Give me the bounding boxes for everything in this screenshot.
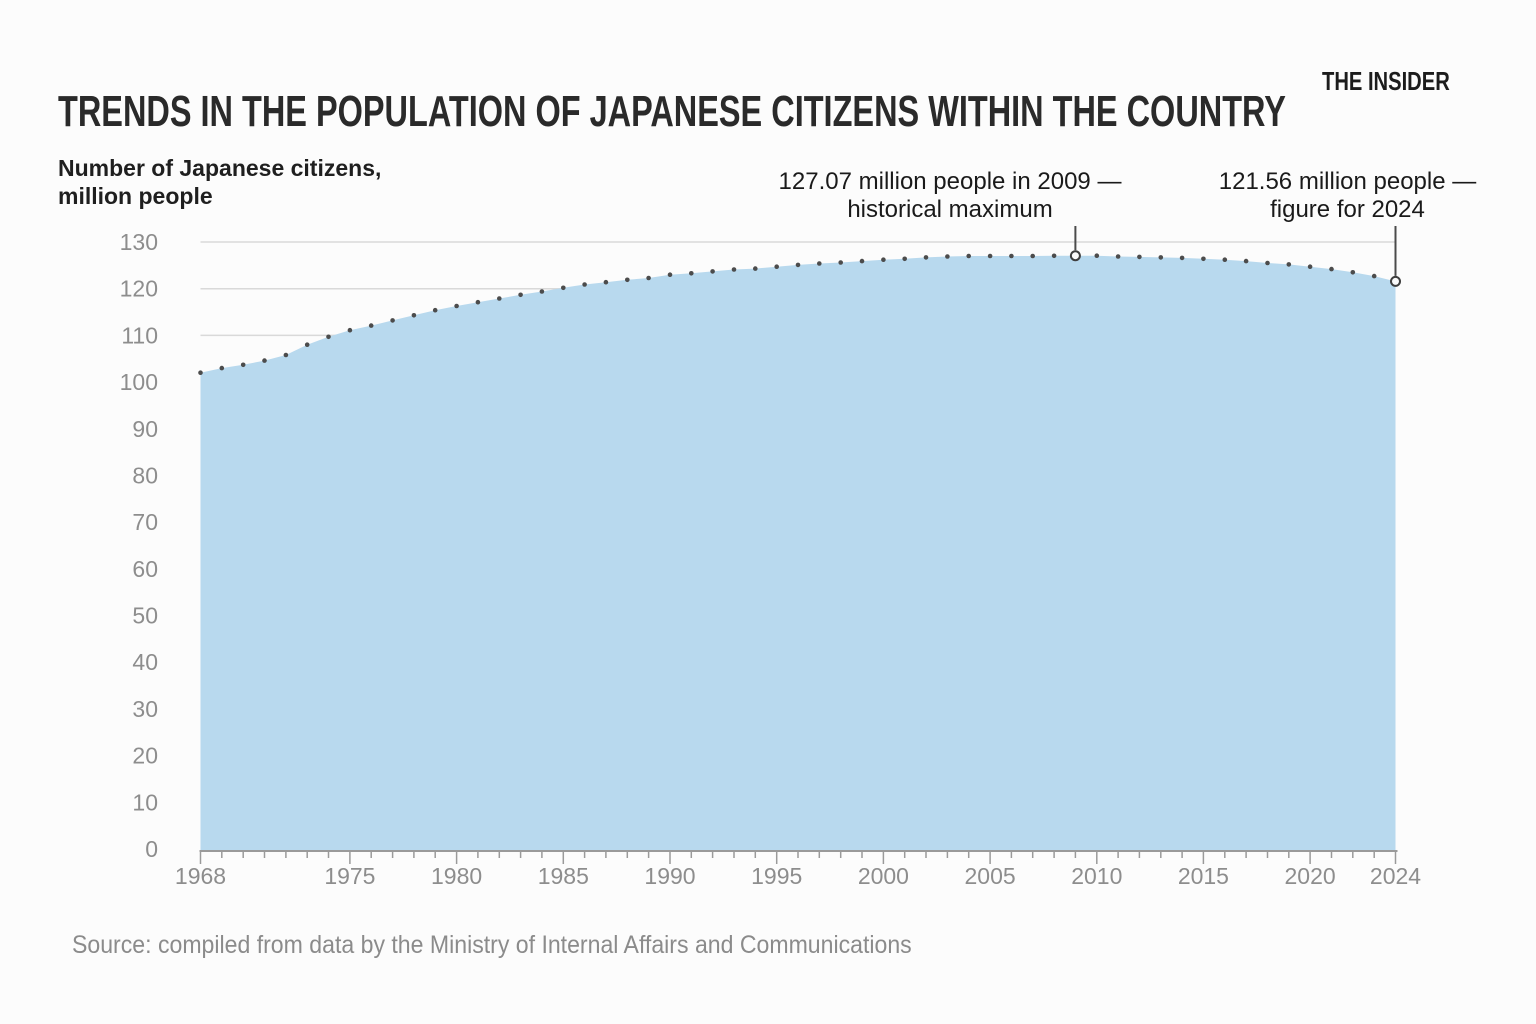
data-dot-2000	[881, 257, 886, 263]
data-dot-1974	[326, 334, 331, 340]
data-dot-1970	[240, 362, 246, 368]
y-tick-label-130: 130	[120, 229, 158, 255]
data-dot-2013	[1158, 255, 1164, 260]
x-tick-label-1975: 1975	[324, 863, 375, 889]
area-series	[200, 255, 1396, 850]
data-dot-1978	[411, 313, 417, 318]
data-dot-1990	[667, 272, 673, 278]
source-note: Source: compiled from data by the Minist…	[72, 931, 912, 959]
data-dot-2020	[1307, 264, 1313, 270]
annotation-2009-maximum: 127.07 million people in 2009 — historic…	[760, 168, 1140, 224]
data-dot-1979	[432, 307, 438, 313]
data-dot-1986	[582, 282, 587, 287]
y-tick-label-0: 0	[145, 836, 158, 862]
y-tick-label-110: 110	[121, 322, 158, 348]
data-dot-2001	[902, 256, 907, 262]
data-dot-1976	[368, 323, 374, 328]
brand-logo: THE INSIDER	[1322, 66, 1450, 96]
data-dot-2019	[1286, 262, 1292, 267]
annotation-2024-line2: figure for 2024	[1270, 196, 1425, 223]
annotation-2024-figure: 121.56 million people — figure for 2024	[1195, 168, 1500, 224]
data-dot-1968	[198, 370, 203, 376]
x-tick-label-2000: 2000	[858, 863, 909, 889]
y-tick-label-10: 10	[132, 789, 158, 815]
marker-ring-2009	[1069, 250, 1081, 262]
data-dot-2003	[945, 254, 950, 259]
x-tick-label-1985: 1985	[538, 863, 589, 889]
y-axis-title-line1: Number of Japanese citizens,	[58, 155, 382, 181]
x-tick-label-1990: 1990	[644, 863, 695, 889]
data-dot-1994	[753, 266, 758, 271]
data-dot-1997	[817, 261, 822, 266]
annotation-2009-line1: 127.07 million people in 2009 —	[778, 168, 1122, 195]
y-tick-label-60: 60	[132, 556, 158, 582]
y-tick-label-70: 70	[132, 509, 158, 535]
data-dot-1981	[475, 299, 481, 305]
x-tick-label-1968: 1968	[175, 863, 226, 889]
data-dot-2011	[1115, 254, 1121, 259]
x-tick-label-1995: 1995	[751, 863, 802, 889]
data-dot-1992	[710, 269, 715, 274]
data-dot-1980	[454, 303, 459, 309]
annotation-2024-line1: 121.56 million people —	[1218, 168, 1477, 195]
x-tick-label-2015: 2015	[1178, 863, 1229, 889]
data-dot-2022	[1350, 270, 1356, 275]
x-tick-label-2005: 2005	[965, 863, 1016, 889]
data-dot-2015	[1201, 256, 1206, 262]
y-tick-label-40: 40	[132, 649, 158, 675]
data-dot-1975	[347, 327, 353, 333]
y-tick-label-90: 90	[132, 416, 158, 442]
data-dot-1971	[262, 358, 267, 363]
data-dot-2008	[1051, 253, 1057, 259]
y-tick-label-100: 100	[120, 369, 158, 395]
data-dot-1991	[689, 271, 694, 276]
y-axis-title-line2: million people	[58, 183, 213, 209]
data-dot-2016	[1222, 257, 1228, 263]
data-dot-2006	[1009, 253, 1014, 259]
data-dot-1977	[390, 318, 395, 323]
x-tick-label-2020: 2020	[1285, 863, 1336, 889]
data-dot-1982	[497, 296, 502, 301]
data-dot-1984	[539, 289, 545, 294]
data-dot-1988	[625, 277, 630, 283]
data-dot-1999	[859, 258, 865, 264]
x-tick-label-2010: 2010	[1071, 863, 1122, 889]
data-dot-2010	[1094, 253, 1100, 258]
data-dot-1972	[283, 352, 289, 358]
marker-ring-2024	[1390, 275, 1401, 287]
y-tick-label-50: 50	[132, 603, 158, 629]
y-tick-label-80: 80	[132, 463, 158, 489]
data-dot-1998	[838, 260, 843, 265]
data-dot-2018	[1265, 260, 1270, 266]
data-dot-2014	[1179, 255, 1185, 261]
data-dot-1983	[518, 292, 523, 298]
x-tick-label-1980: 1980	[431, 863, 482, 889]
y-tick-label-20: 20	[132, 743, 158, 769]
data-dot-1973	[304, 342, 310, 348]
annotation-2009-line2: historical maximum	[847, 196, 1053, 223]
data-dot-1995	[774, 264, 779, 270]
y-tick-label-30: 30	[132, 696, 158, 722]
data-dot-2002	[923, 255, 929, 260]
page-title: TRENDS IN THE POPULATION OF JAPANESE CIT…	[58, 87, 1286, 137]
data-dot-1985	[561, 285, 566, 291]
y-tick-label-120: 120	[120, 276, 158, 302]
y-axis-title: Number of Japanese citizens, million peo…	[58, 154, 381, 210]
data-dot-1987	[603, 279, 609, 285]
data-dot-1993	[731, 267, 737, 272]
data-dot-2005	[987, 253, 993, 259]
data-dot-2023	[1371, 273, 1377, 279]
data-dot-1969	[219, 365, 225, 371]
data-dot-2017	[1243, 258, 1249, 264]
data-dot-1996	[795, 262, 801, 268]
x-tick-label-2024: 2024	[1370, 863, 1421, 889]
data-dot-2007	[1030, 253, 1035, 259]
data-dot-2004	[966, 253, 971, 259]
data-dot-2021	[1329, 266, 1334, 272]
data-dot-1989	[646, 275, 651, 281]
data-dot-2012	[1137, 254, 1142, 260]
